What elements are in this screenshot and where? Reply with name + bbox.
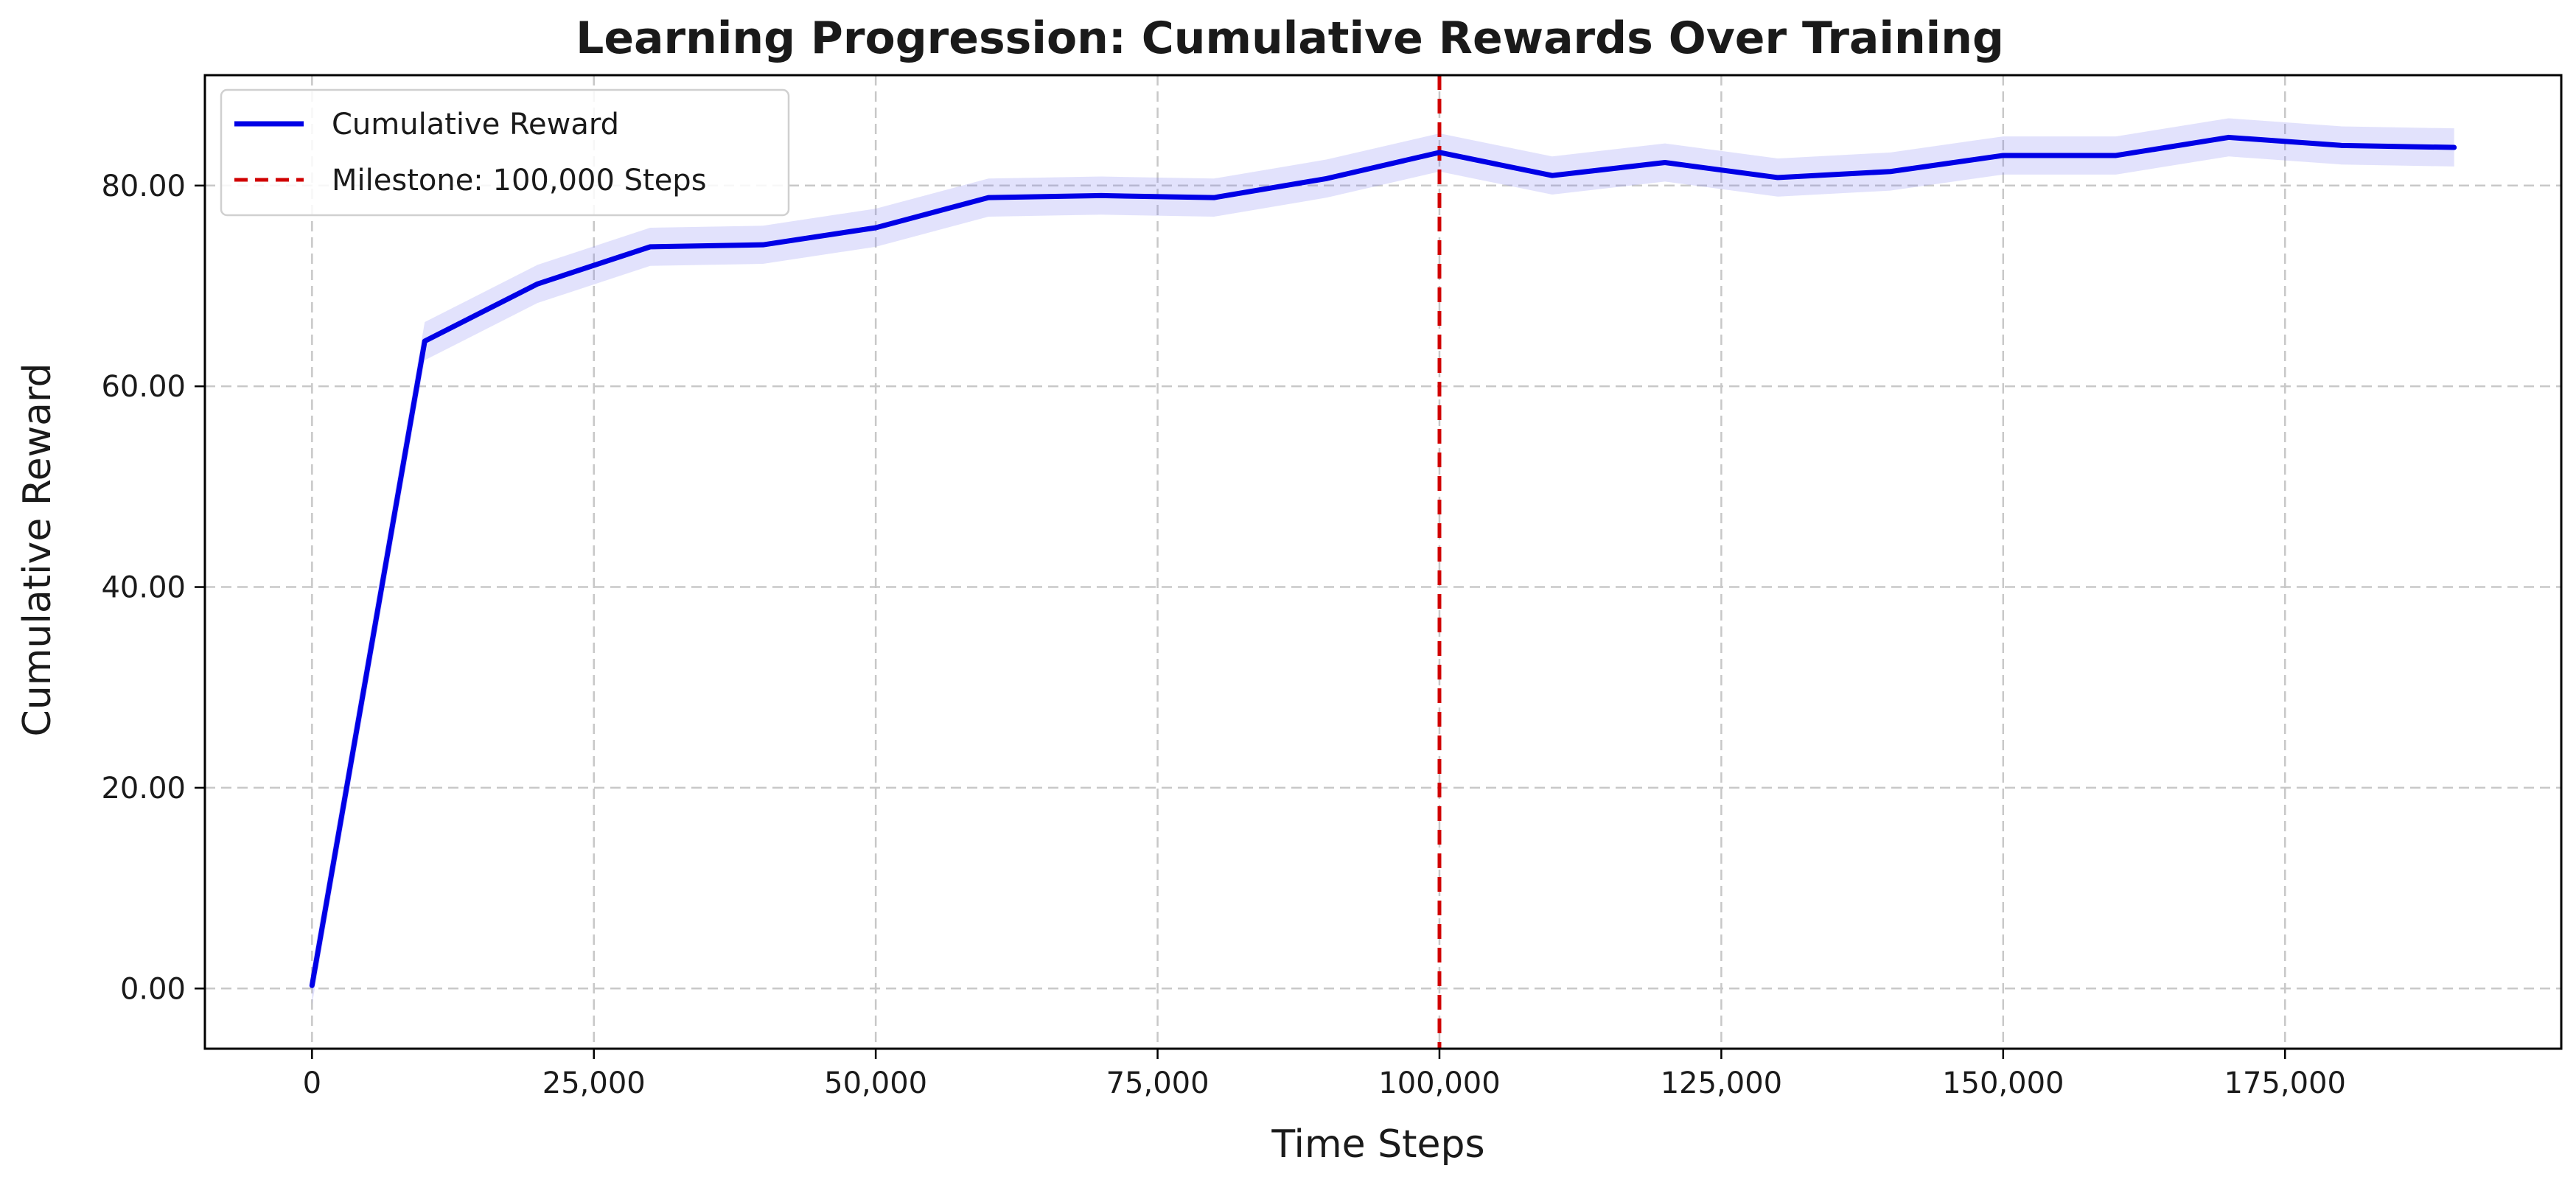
x-axis-ticks: 0 25,000 50,000 75,000 100,000 125,000 150,000… xyxy=(303,1049,2346,1100)
x-tick-label: 25,000 xyxy=(542,1066,646,1100)
x-tick-label: 50,000 xyxy=(824,1066,927,1100)
legend-label-cumulative-reward: Cumulative Reward xyxy=(332,108,619,141)
y-tick-label: 60.00 xyxy=(101,370,186,404)
x-tick-label: 0 xyxy=(303,1066,321,1100)
y-axis-label: Cumulative Reward xyxy=(15,363,60,737)
x-tick-label: 75,000 xyxy=(1106,1066,1210,1100)
axes-frame xyxy=(205,75,2561,1049)
y-axis-ticks: 0.00 20.00 40.00 60.00 80.00 xyxy=(101,170,205,1006)
x-tick-label: 175,000 xyxy=(2224,1066,2346,1100)
legend: Cumulative Reward Milestone: 100,000 Step… xyxy=(221,90,789,215)
y-tick-label: 20.00 xyxy=(101,772,186,806)
x-tick-label: 150,000 xyxy=(1942,1066,2064,1100)
y-tick-label: 80.00 xyxy=(101,170,186,203)
chart-title: Learning Progression: Cumulative Rewards… xyxy=(576,13,2004,64)
y-tick-label: 0.00 xyxy=(120,972,186,1006)
x-tick-label: 125,000 xyxy=(1661,1066,1782,1100)
x-axis-label: Time Steps xyxy=(1271,1122,1484,1167)
grid xyxy=(205,75,2561,1049)
legend-label-milestone: Milestone: 100,000 Steps xyxy=(332,164,707,198)
x-tick-label: 100,000 xyxy=(1378,1066,1500,1100)
y-tick-label: 40.00 xyxy=(101,571,186,605)
